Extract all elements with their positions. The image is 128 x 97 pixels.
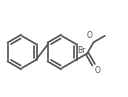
Text: Br: Br xyxy=(77,46,85,55)
Text: O: O xyxy=(87,31,93,40)
Text: O: O xyxy=(95,66,100,75)
